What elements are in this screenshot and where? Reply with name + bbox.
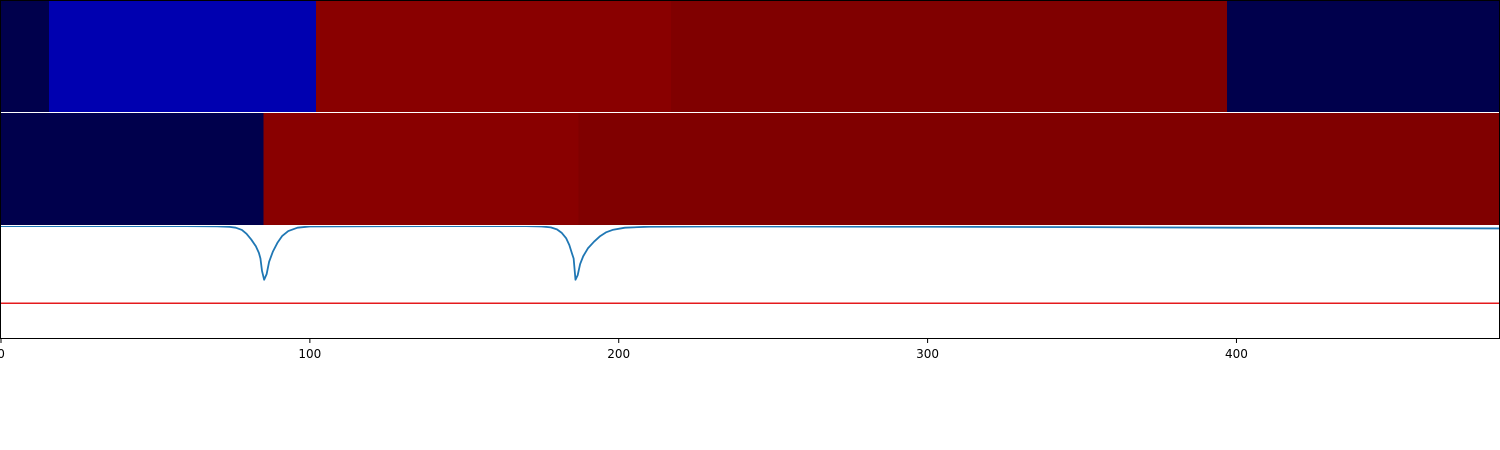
- x-tick-label-4: 400: [1225, 347, 1248, 361]
- signal-line-0: [1, 225, 1500, 281]
- middle-band-segment-1: [263, 113, 579, 225]
- middle-band-segment-2: [578, 113, 1499, 225]
- top-heatmap-band: [1, 1, 1499, 112]
- top-band-segment-3: [671, 1, 1228, 112]
- x-axis: 0 100 200 300 400: [0, 339, 1248, 361]
- top-band-segment-1: [48, 1, 317, 112]
- middle-heatmap-band: [1, 113, 1499, 225]
- axes-frame: [0, 0, 1500, 339]
- x-tick-label-0: 0: [0, 347, 5, 361]
- x-tick-label-1: 100: [298, 347, 321, 361]
- x-tick-label-2: 200: [607, 347, 630, 361]
- x-tick-label-3: 300: [916, 347, 939, 361]
- top-band-segment-4: [1227, 1, 1499, 112]
- top-band-segment-2: [316, 1, 672, 112]
- line-plot-panel: [1, 225, 1500, 305]
- top-band-segment-0: [1, 1, 49, 112]
- middle-band-segment-0: [1, 113, 264, 225]
